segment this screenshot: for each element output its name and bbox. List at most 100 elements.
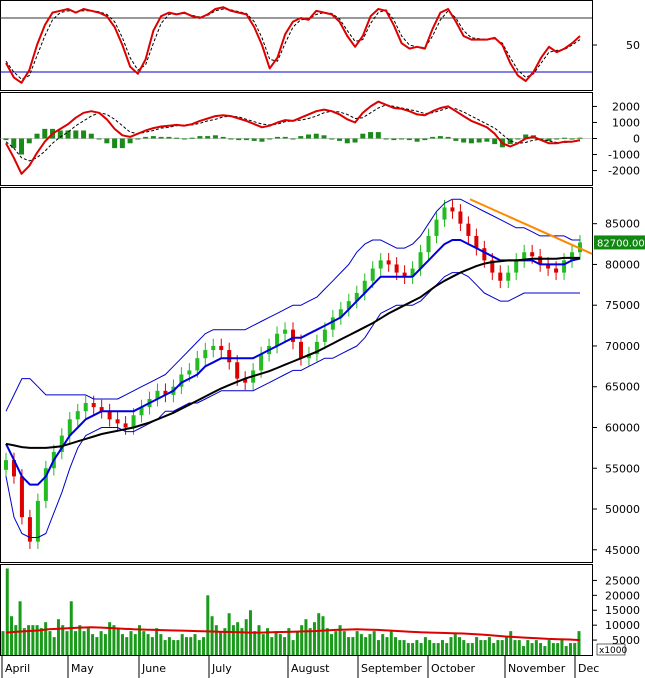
volume-bar-128 bbox=[547, 640, 551, 655]
macd-histogram-bar-47 bbox=[368, 132, 374, 139]
volume-bar-119 bbox=[509, 631, 513, 655]
volume-bar-86 bbox=[368, 634, 372, 655]
candle-body-1 bbox=[11, 460, 16, 477]
volume-bar-38 bbox=[163, 640, 167, 655]
volume-bar-51 bbox=[219, 631, 223, 655]
volume-bar-64 bbox=[274, 631, 278, 655]
candle-body-7 bbox=[59, 435, 64, 452]
bollinger-lower-band bbox=[5, 272, 580, 538]
candle-body-52 bbox=[418, 252, 423, 269]
candle-body-22 bbox=[179, 374, 184, 387]
volume-bar-92 bbox=[394, 637, 398, 655]
macd-histogram-bar-4 bbox=[34, 133, 40, 139]
volume-bar-125 bbox=[534, 640, 538, 655]
volume-bar-112 bbox=[479, 640, 483, 655]
volume-bar-62 bbox=[266, 628, 270, 655]
x-axis-label-0: April bbox=[5, 662, 30, 675]
candle-body-9 bbox=[75, 411, 80, 420]
volume-bar-13 bbox=[56, 619, 60, 655]
volume-bar-8 bbox=[35, 625, 39, 655]
volume-bar-63 bbox=[270, 637, 274, 655]
candle-body-43 bbox=[346, 301, 351, 310]
volume-bar-43 bbox=[184, 637, 188, 655]
candle-body-68 bbox=[546, 264, 551, 269]
macd-histogram-bar-45 bbox=[352, 138, 358, 143]
volume-bar-98 bbox=[419, 643, 423, 655]
candle-body-64 bbox=[514, 260, 519, 273]
macd-histogram-bar-0 bbox=[3, 138, 9, 141]
candle-body-55 bbox=[442, 207, 447, 220]
macd-histogram-bar-29 bbox=[228, 138, 234, 140]
volume-bar-12 bbox=[52, 637, 56, 655]
macd-histogram-bar-32 bbox=[251, 138, 257, 141]
macd-histogram-bar-27 bbox=[212, 135, 218, 139]
volume-bar-132 bbox=[564, 646, 568, 655]
macd-histogram-bar-10 bbox=[81, 130, 87, 139]
macd-histogram-bar-15 bbox=[119, 138, 125, 149]
volume-bar-2 bbox=[10, 616, 14, 655]
price-tick-label-4: 65000 bbox=[605, 381, 640, 394]
macd-histogram-bar-17 bbox=[135, 138, 141, 140]
volume-bar-7 bbox=[31, 625, 35, 655]
bollinger-upper-band bbox=[5, 198, 580, 412]
volume-bar-56 bbox=[240, 628, 244, 655]
volume-bar-118 bbox=[504, 637, 508, 655]
volume-bar-32 bbox=[138, 625, 142, 655]
volume-bar-47 bbox=[202, 637, 206, 655]
macd-histogram-bar-73 bbox=[569, 138, 575, 140]
last-price-tag bbox=[594, 235, 645, 250]
macd-histogram-bar-57 bbox=[445, 136, 451, 139]
volume-bar-75 bbox=[321, 616, 325, 655]
volume-bar-29 bbox=[125, 637, 129, 655]
candle-body-37 bbox=[298, 341, 303, 359]
macd-histogram-bar-67 bbox=[523, 134, 529, 139]
x-axis-label-6: October bbox=[431, 662, 475, 675]
volume-bar-72 bbox=[308, 628, 312, 655]
volume-bar-17 bbox=[74, 631, 78, 655]
macd-histogram-bar-13 bbox=[104, 138, 110, 144]
macd-histogram-bar-14 bbox=[112, 138, 118, 149]
price-tick-label-5: 60000 bbox=[605, 421, 640, 434]
candle-body-36 bbox=[291, 329, 295, 342]
macd-histogram-bar-49 bbox=[383, 138, 389, 140]
x-axis: April May June July August September October No… bbox=[1, 655, 599, 678]
candle-body-30 bbox=[243, 378, 248, 383]
volume-bar-134 bbox=[573, 643, 577, 655]
volume-bar-27 bbox=[116, 628, 120, 655]
macd-histogram-bar-54 bbox=[422, 138, 428, 141]
volume-bar-121 bbox=[517, 640, 521, 655]
x-axis-label-8: Dec bbox=[578, 662, 599, 675]
macd-histogram-bar-70 bbox=[546, 138, 552, 141]
macd-histogram-bar-59 bbox=[461, 138, 467, 143]
volume-bar-106 bbox=[453, 634, 457, 655]
candle-body-54 bbox=[434, 219, 439, 236]
price-tick-label-0: 85000 bbox=[605, 218, 640, 231]
volume-bar-9 bbox=[39, 628, 43, 655]
candle-body-42 bbox=[338, 309, 343, 318]
volume-bar-36 bbox=[155, 628, 159, 655]
volume-bar-25 bbox=[108, 622, 112, 655]
macd-histogram-bar-56 bbox=[437, 136, 443, 139]
candle-body-72 bbox=[578, 242, 582, 253]
macd-histogram-bar-40 bbox=[313, 133, 319, 139]
candle-body-4 bbox=[35, 500, 40, 542]
volume-unit-label: x1000 bbox=[599, 646, 628, 656]
volume-bar-45 bbox=[193, 634, 197, 655]
macd-tick-label-3: -1000 bbox=[608, 149, 640, 162]
volume-bar-49 bbox=[210, 616, 214, 655]
volume-bar-101 bbox=[432, 643, 436, 655]
x-axis-label-5: September bbox=[361, 662, 422, 675]
macd-histogram-bar-11 bbox=[88, 133, 94, 139]
stochastic-tick-label-0: 50 bbox=[626, 39, 640, 52]
volume-bar-133 bbox=[568, 643, 572, 655]
volume-bar-35 bbox=[150, 637, 154, 655]
volume-bar-14 bbox=[61, 625, 65, 655]
macd-histogram-bar-23 bbox=[181, 138, 187, 140]
volume-bar-78 bbox=[334, 631, 338, 655]
volume-bar-22 bbox=[95, 637, 99, 655]
macd-histogram-bar-74 bbox=[577, 137, 583, 139]
volume-bar-111 bbox=[475, 637, 479, 655]
macd-histogram-bar-44 bbox=[344, 138, 350, 144]
volume-bar-48 bbox=[206, 595, 210, 655]
